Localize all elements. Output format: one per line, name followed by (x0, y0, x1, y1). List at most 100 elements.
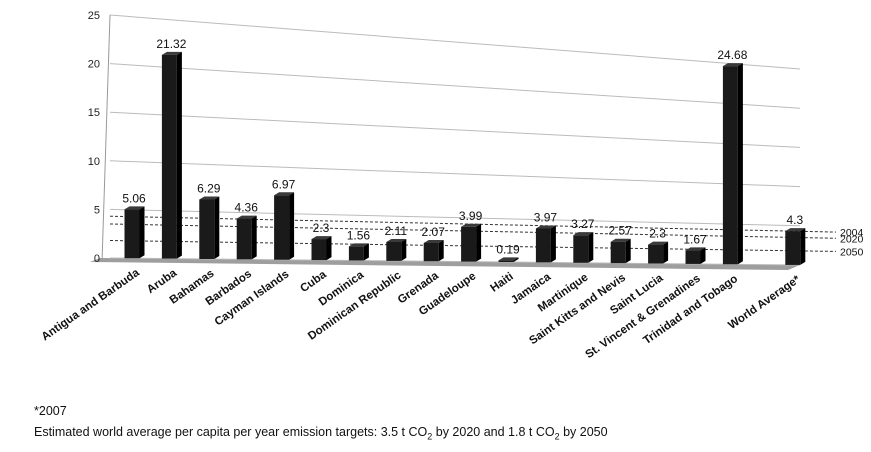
bar (785, 231, 801, 265)
bar (610, 241, 626, 264)
bar-side (663, 241, 669, 264)
bar-side (476, 223, 482, 262)
bar-side (588, 232, 594, 263)
bar-side (251, 215, 257, 260)
gridline (109, 160, 801, 188)
data-label: 2.3 (649, 227, 666, 241)
data-label: 24.68 (717, 48, 747, 62)
bar-side (737, 63, 743, 265)
y-tick-label: 5 (94, 204, 100, 216)
bar (722, 66, 738, 265)
data-label: 6.29 (197, 182, 221, 196)
y-tick-label: 15 (88, 107, 100, 119)
chart-floor (90, 258, 800, 270)
bar-top (648, 241, 669, 245)
y-tick-label: 20 (88, 59, 100, 71)
footnote-sub-a: 2 (427, 431, 433, 442)
bar (498, 260, 514, 263)
bar-top (685, 247, 706, 251)
footnote-sub-b: 2 (554, 431, 560, 442)
data-label: 1.67 (683, 232, 707, 246)
bar-top (610, 238, 631, 242)
category-label: Antigua and Barbuda (40, 267, 143, 344)
bar-top (461, 223, 482, 227)
bar-top (498, 257, 519, 261)
bar (648, 244, 664, 264)
data-label: 3.97 (534, 210, 558, 224)
data-label: 2.11 (385, 224, 408, 238)
bar (386, 242, 402, 261)
gridline (109, 257, 801, 266)
bar (685, 250, 701, 264)
bar-top (423, 239, 444, 243)
data-label: 6.97 (272, 177, 296, 191)
bar (461, 226, 477, 262)
bar-side (550, 225, 556, 263)
bar-side (513, 257, 519, 263)
footnote-text-a: Estimated world average per capita per y… (34, 425, 428, 439)
bar (199, 199, 215, 259)
bar-side (214, 196, 220, 259)
bar (573, 235, 589, 263)
category-label: Cuba (298, 268, 329, 295)
data-label: 3.27 (571, 217, 595, 231)
data-label: 4.36 (235, 201, 259, 215)
bar (423, 242, 439, 262)
data-label: 5.06 (122, 191, 146, 205)
bar (535, 228, 551, 263)
reference-line (109, 223, 837, 239)
bar-top (274, 192, 295, 196)
gridline (109, 63, 801, 109)
bar (274, 195, 290, 260)
bar-side (326, 236, 332, 261)
y-tick-label: 10 (88, 156, 100, 168)
bar-top (785, 228, 806, 232)
bar-side (625, 238, 631, 264)
reference-line-label: 2004 (840, 227, 864, 239)
bar-top (124, 206, 145, 210)
bar-side (289, 192, 295, 260)
y-tick-label: 0 (94, 253, 100, 265)
footnote-targets: Estimated world average per capita per y… (34, 425, 608, 442)
bar-side (438, 239, 444, 262)
reference-line-label: 2020 (840, 233, 864, 245)
data-label: 2.57 (609, 224, 633, 238)
reference-line (109, 215, 837, 233)
y-tick-label: 25 (88, 10, 100, 22)
bar (348, 246, 364, 261)
bar-side (700, 247, 706, 264)
bar-top (311, 236, 332, 240)
bar-side (139, 206, 145, 259)
data-label: 1.56 (347, 228, 371, 242)
bar-top (348, 243, 369, 247)
footnote-text-b: by 2020 and 1.8 t CO (432, 425, 555, 439)
reference-line (109, 240, 837, 252)
gridline (109, 14, 801, 70)
bar-top (386, 239, 407, 243)
data-label: 21.32 (156, 37, 186, 51)
bar-top (199, 196, 220, 200)
bar-top (535, 225, 556, 229)
bar-top (161, 51, 182, 55)
gridline (109, 111, 801, 148)
bar-side (176, 51, 182, 259)
bar-side (401, 239, 407, 261)
bar-side (363, 243, 369, 261)
reference-line-label: 2050 (840, 246, 864, 258)
bar-top (722, 63, 743, 67)
bar (236, 218, 252, 260)
bar-side (800, 228, 806, 265)
footnote-year: *2007 (34, 404, 67, 418)
data-label: 2.3 (313, 221, 330, 235)
bar (124, 209, 140, 259)
footnote-text-c: by 2050 (559, 425, 608, 439)
data-label: 0.19 (496, 242, 520, 256)
data-label: 3.99 (459, 209, 483, 223)
y-axis (101, 14, 111, 263)
category-label: Haiti (488, 271, 515, 295)
bar-top (573, 232, 594, 236)
gridline (109, 208, 801, 227)
bar-top (236, 215, 257, 219)
bar (311, 239, 327, 261)
